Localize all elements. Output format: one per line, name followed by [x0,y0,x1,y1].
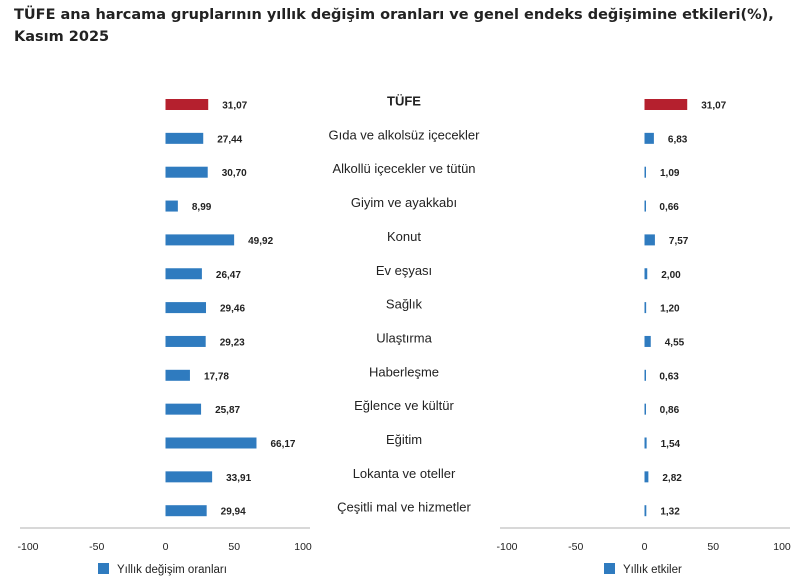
value-label-annual-effect-6: 1,20 [660,304,680,315]
category-label-11: Lokanta ve oteller [353,466,456,481]
x-tick-label-1-2: 0 [642,541,648,553]
value-label-annual-effect-7: 4,55 [665,337,685,348]
value-label-annual-change-8: 17,78 [204,371,229,382]
value-label-annual-effect-2: 1,09 [660,168,680,179]
bar-annual-change-12 [165,505,207,517]
bar-annual-effect-11 [644,471,649,483]
category-label-7: Ulaştırma [376,330,432,345]
x-tick-label-0-1: -50 [89,541,104,553]
bar-annual-effect-12 [644,505,647,517]
x-tick-label-1-0: -100 [496,541,517,553]
x-tick-label-1-4: 100 [773,541,791,553]
value-label-annual-change-10: 66,17 [270,439,295,450]
bar-annual-change-8 [165,369,190,381]
bar-annual-effect-8 [644,369,646,381]
bar-annual-effect-5 [644,268,648,280]
x-tick-label-0-0: -100 [17,541,38,553]
bar-annual-change-11 [165,471,213,483]
bar-annual-effect-7 [644,335,651,347]
value-label-annual-effect-10: 1,54 [661,439,681,450]
value-label-annual-effect-8: 0,63 [659,371,679,382]
bar-annual-change-7 [165,335,206,347]
value-label-annual-effect-1: 6,83 [668,134,688,145]
bar-annual-change-4 [165,234,235,246]
value-label-annual-effect-3: 0,66 [659,202,679,213]
x-tick-label-1-1: -50 [568,541,583,553]
bar-annual-change-0 [165,99,209,110]
value-label-annual-effect-12: 1,32 [660,507,680,518]
bar-annual-change-6 [165,302,207,314]
value-label-annual-effect-11: 2,82 [662,473,682,484]
category-label-12: Çeşitli mal ve hizmetler [337,500,471,515]
bar-annual-effect-3 [644,200,646,212]
category-label-5: Ev eşyası [376,263,432,278]
bar-annual-change-2 [165,166,208,178]
value-label-annual-change-12: 29,94 [221,507,246,518]
category-label-3: Giyim ve ayakkabı [351,195,457,210]
value-label-annual-change-3: 8,99 [192,202,212,213]
category-label-10: Eğitim [386,432,422,447]
value-label-annual-effect-0: 31,07 [701,101,726,112]
value-label-annual-effect-9: 0,86 [660,405,680,416]
bar-annual-effect-0 [644,99,688,110]
bar-annual-effect-4 [644,234,655,246]
category-label-9: Eğlence ve kültür [354,398,454,413]
category-label-6: Sağlık [386,297,423,312]
value-label-annual-change-1: 27,44 [217,134,242,145]
bar-annual-change-9 [165,403,202,415]
value-label-annual-change-2: 30,70 [222,168,247,179]
category-label-8: Haberleşme [369,364,439,379]
value-label-annual-change-0: 31,07 [222,101,247,112]
bar-annual-effect-1 [644,132,654,144]
x-tick-label-0-4: 100 [294,541,312,553]
bar-annual-change-10 [165,437,257,449]
chart-title: TÜFE ana harcama gruplarının yıllık deği… [14,7,774,45]
value-label-annual-change-9: 25,87 [215,405,240,416]
value-label-annual-effect-4: 7,57 [669,236,689,247]
value-label-annual-change-11: 33,91 [226,473,251,484]
category-label-4: Konut [387,229,421,244]
value-label-annual-change-5: 26,47 [216,270,241,281]
legend-label-0: Yıllık değişim oranları [117,564,227,576]
value-label-annual-effect-5: 2,00 [661,270,681,281]
value-label-annual-change-6: 29,46 [220,304,245,315]
legend-swatch-1 [604,563,615,574]
bar-annual-change-1 [165,132,204,144]
category-label-1: Gıda ve alkolsüz içecekler [328,127,480,142]
category-label-0: TÜFE [387,94,421,109]
x-tick-label-0-3: 50 [228,541,240,553]
value-label-annual-change-4: 49,92 [248,236,273,247]
legend-swatch-0 [98,563,109,574]
bar-annual-effect-9 [644,403,646,415]
x-tick-label-1-3: 50 [707,541,719,553]
legend-label-1: Yıllık etkiler [623,564,682,576]
bar-annual-effect-10 [644,437,647,449]
category-label-2: Alkollü içecekler ve tütün [332,161,475,176]
value-label-annual-change-7: 29,23 [220,337,245,348]
bar-annual-effect-2 [644,166,646,178]
x-tick-label-0-2: 0 [163,541,169,553]
bar-annual-change-5 [165,268,202,280]
bar-annual-effect-6 [644,302,647,314]
bar-annual-change-3 [165,200,178,212]
